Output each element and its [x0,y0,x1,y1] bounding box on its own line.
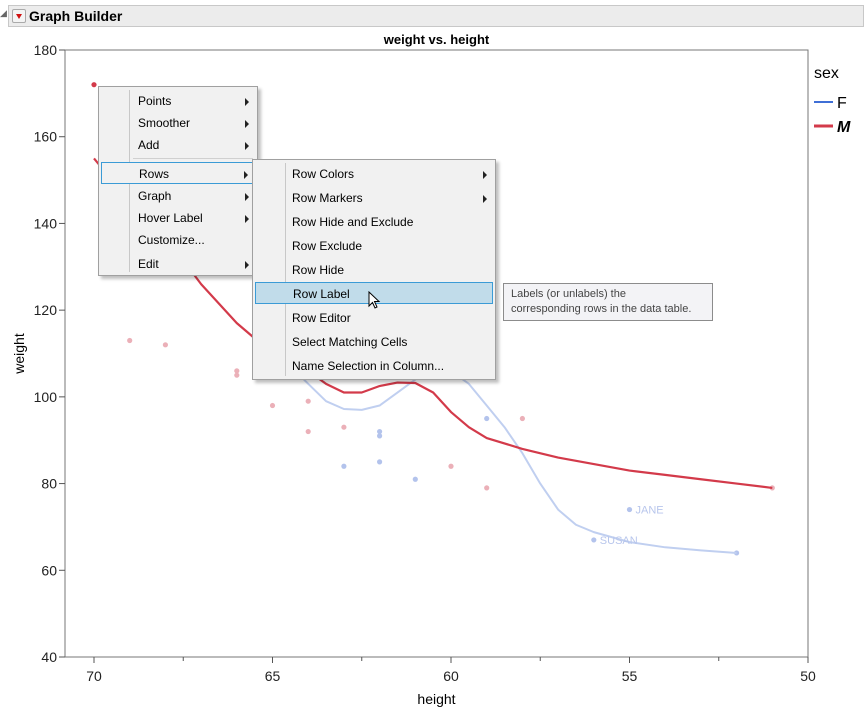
legend-title: sex [814,65,839,82]
y-tick-label: 140 [34,215,58,231]
point-label: JANE [636,505,664,517]
menu-item-label: Add [138,138,160,152]
data-point-M [341,424,347,430]
submenu-arrow-icon [245,261,249,269]
y-tick-label: 120 [34,302,58,318]
menu-item-points[interactable]: Points [101,90,255,112]
y-tick-label: 180 [34,42,58,58]
menu-item-add[interactable]: Add [101,134,255,156]
data-point-M [234,368,240,374]
menu-item-label: Select Matching Cells [292,335,408,349]
menu-item-label: Rows [139,167,170,181]
legend-label-F: F [837,95,847,112]
menu-item-label: Graph [138,189,172,203]
point-label: SUSAN [600,535,638,547]
data-point-F [626,506,633,513]
menu-item-row-markers[interactable]: Row Markers [255,187,493,209]
x-tick-label: 60 [443,668,459,684]
y-axis-label: weight [11,333,27,375]
menu-item-edit[interactable]: Edit [101,253,255,275]
menu-item-smoother[interactable]: Smoother [101,112,255,134]
data-point-M [269,402,276,409]
data-point-F [341,463,347,469]
menu-item-row-hide-and-exclude[interactable]: Row Hide and Exclude [255,211,493,233]
submenu-arrow-icon [245,193,249,201]
mouse-cursor-icon [368,291,381,309]
submenu-arrow-icon [245,142,249,150]
data-point-F [377,433,383,439]
tooltip-line-1: Labels (or unlabels) the [511,288,626,300]
data-point-M [91,82,97,88]
data-point-M [162,342,168,348]
submenu-arrow-icon [245,215,249,223]
submenu-arrow-icon [245,120,249,128]
menu-item-label: Hover Label [138,211,203,225]
graph-builder-header: Graph Builder [8,5,864,27]
y-tick-label: 60 [41,562,57,578]
x-tick-label: 55 [622,668,638,684]
data-point-M [234,372,240,378]
menu-item-label: Row Hide [292,263,345,277]
data-point-M [448,463,454,469]
menu-item-label: Row Editor [292,311,351,325]
menu-item-label: Row Markers [292,191,363,205]
data-point-F [412,476,418,482]
data-point-F [377,459,383,465]
menu-item-label: Name Selection in Column... [292,359,445,373]
menu-item-row-hide[interactable]: Row Hide [255,259,493,281]
submenu-arrow-icon [244,171,248,179]
menu-item-row-exclude[interactable]: Row Exclude [255,235,493,257]
x-tick-label: 70 [86,668,102,684]
data-point-M [305,428,311,435]
menu-item-label: Row Exclude [292,239,363,253]
tooltip: Labels (or unlabels) the corresponding r… [503,283,713,321]
y-tick-label: 100 [34,389,58,405]
menu-item-row-editor[interactable]: Row Editor [255,307,493,329]
data-point-M [484,485,490,491]
collapse-disclosure-icon[interactable]: ◢ [0,8,7,18]
x-axis-label: height [417,691,455,707]
data-point-M [519,415,526,422]
menu-item-label: Row Colors [292,167,355,181]
x-tick-label: 50 [800,668,816,684]
menu-item-customize[interactable]: Customize... [101,229,255,251]
data-point-M [305,398,311,404]
submenu-arrow-icon [483,171,487,179]
window-title: Graph Builder [29,8,123,24]
data-point-M [127,337,133,344]
y-tick-label: 40 [41,649,57,665]
data-point-F [484,415,490,422]
menu-item-select-matching-cells[interactable]: Select Matching Cells [255,331,493,353]
smoother-line-M [93,157,773,489]
tooltip-line-2: corresponding rows in the data table. [511,303,692,315]
data-point-F [591,537,597,543]
data-point-F [377,428,383,435]
y-tick-label: 160 [34,129,58,145]
menu-item-label: Row Label [293,287,350,301]
chart-title: weight vs. height [383,32,490,47]
submenu-arrow-icon [483,195,487,203]
x-tick-label: 65 [265,668,281,684]
menu-item-label: Edit [138,257,159,271]
red-triangle-menu-button[interactable] [12,9,26,23]
y-tick-label: 80 [41,476,57,492]
legend-label-M: M [837,119,851,136]
context-menu: Points Smoother Add Rows Graph Hover Label Cus… [98,86,258,276]
menu-item-rows[interactable]: Rows [101,162,255,184]
submenu-arrow-icon [245,98,249,106]
rows-submenu: Row Colors Row Markers Row Hide and Exclud… [252,159,496,380]
menu-item-label: Customize... [138,233,205,247]
menu-item-row-colors[interactable]: Row Colors [255,163,493,185]
menu-item-label: Smoother [138,116,191,130]
menu-item-hover-label[interactable]: Hover Label [101,207,255,229]
smoother-line-F [286,361,737,554]
menu-item-label: Row Hide and Exclude [292,215,414,229]
data-point-M [769,485,775,491]
menu-item-graph[interactable]: Graph [101,185,255,207]
menu-separator [133,158,253,159]
menu-item-name-selection-in-column[interactable]: Name Selection in Column... [255,355,493,377]
menu-item-label: Points [138,94,172,108]
